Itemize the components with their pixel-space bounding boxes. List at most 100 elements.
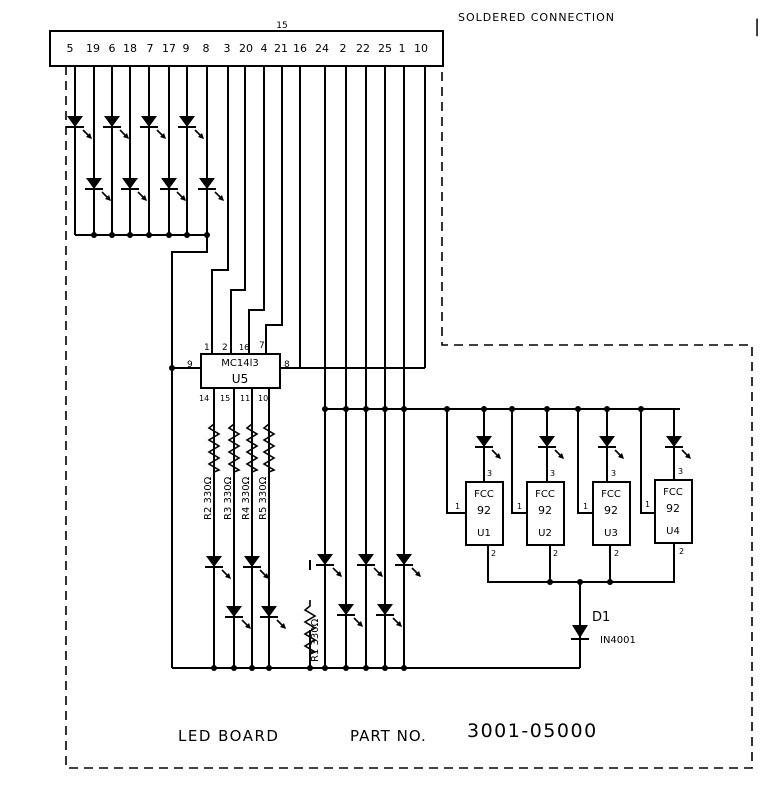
ic-u5-pin-right: 8: [284, 360, 290, 370]
led-icon: [664, 435, 692, 460]
led-icon: [356, 553, 384, 578]
fcc-u2-line1: FCC: [535, 489, 555, 500]
fcc-u4-pin-left: 1: [645, 500, 650, 509]
connector-pin-label: 4: [261, 42, 268, 55]
led-icon: [259, 605, 287, 630]
led-icon: [65, 115, 93, 140]
board-outline: [65, 66, 753, 769]
led-icon: [242, 555, 270, 580]
connector-pin-label: 10: [414, 42, 428, 55]
ic-u5-pin-bottom: 10: [258, 394, 268, 403]
fcc-u4-line2: 92: [666, 502, 680, 515]
resistor-r2-label: R2 330Ω: [203, 476, 214, 520]
fcc-u3-pin-left: 1: [583, 502, 588, 511]
connector-pin-label: 16: [293, 42, 307, 55]
diode-d1-ref: D1: [592, 610, 610, 625]
bottom-junctions: [211, 665, 407, 671]
connector-pin-label: 3: [224, 42, 231, 55]
led-icon: [204, 555, 232, 580]
fcc-u1-line2: 92: [477, 504, 491, 517]
ic-u5: MC14l3 U5 1 2 16 7 9 8 14 15 11 10: [187, 341, 290, 403]
fcc-u3-pin-bottom: 2: [614, 549, 619, 558]
fcc-u2-line2: 92: [538, 504, 552, 517]
connector-pin-label: 20: [239, 42, 253, 55]
fcc-chip-u2: FCC 92 U2 3 1 2: [517, 469, 565, 558]
ic-u5-pin-bottom: 14: [199, 394, 209, 403]
connector-pin-label: 18: [123, 42, 137, 55]
ic-u5-body: [200, 353, 281, 389]
connector-top-label: 15: [276, 21, 287, 31]
board-title: LED BOARD: [178, 727, 279, 745]
ic-u5-pin-top: 2: [222, 343, 228, 353]
resistor-r3-label: R3 330Ω: [223, 476, 234, 520]
fcc-u3-line1: FCC: [601, 489, 621, 500]
ic-u5-ref: U5: [232, 372, 248, 386]
led-icon: [537, 435, 565, 460]
led-icon: [597, 435, 625, 460]
fcc-chip-u4: FCC 92 U4 3 1 2: [645, 467, 693, 556]
fcc-leds: [474, 435, 692, 460]
ic-u5-part: MC14l3: [221, 358, 258, 369]
led-icon: [84, 177, 112, 202]
fcc-u1-pin-top: 3: [487, 469, 492, 478]
fcc-u2-pin-top: 3: [550, 469, 555, 478]
connector-pin-label: 19: [86, 42, 100, 55]
connector-pin-label: 17: [162, 42, 176, 55]
diode-d1-part: IN4001: [600, 635, 636, 646]
edge-connector: [49, 30, 444, 67]
connector-pin-label: 22: [356, 42, 370, 55]
connector-pin-label: 21: [274, 42, 288, 55]
fcc-u1-ref: U1: [477, 528, 491, 539]
fcc-u4-ref: U4: [666, 526, 680, 537]
ic-u5-pin-left: 9: [187, 360, 193, 370]
ic-u5-pin-top: 16: [239, 343, 249, 352]
connector-pin-label: 1: [399, 42, 406, 55]
fcc-u4-pin-bottom: 2: [679, 547, 684, 556]
edge-marker: |: [754, 16, 760, 37]
fcc-u1-pin-bottom: 2: [491, 549, 496, 558]
led-icon: [120, 177, 148, 202]
led-icon: [474, 435, 502, 460]
connector-pin-label: 7: [147, 42, 154, 55]
top-led-group: [65, 115, 225, 202]
fcc-u4-line1: FCC: [663, 487, 683, 498]
ic-u5-pin-bottom: 15: [220, 394, 230, 403]
top-junctions: [91, 232, 210, 238]
led-icon: [177, 115, 205, 140]
fcc-u1-line1: FCC: [474, 489, 494, 500]
connector-pin-label: 9: [183, 42, 190, 55]
ic-u5-pin-top: 1: [204, 343, 210, 353]
fcc-u3-line2: 92: [604, 504, 618, 517]
connector-pin-label: 5: [67, 42, 74, 55]
resistor-r1-label: R1 330Ω: [310, 618, 321, 662]
fcc-chip-u1: FCC 92 U1 3 1 2: [455, 469, 504, 558]
resistor-r5-label: R5 330Ω: [258, 476, 269, 520]
fcc-u3-ref: U3: [604, 528, 618, 539]
fcc-u1-pin-left: 1: [455, 502, 460, 511]
led-icon: [197, 177, 225, 202]
connector-pin-label: 8: [203, 42, 210, 55]
connector-pin-label: 25: [378, 42, 392, 55]
led-icon: [336, 603, 364, 628]
connector-pin-labels: 5 19 6 18 7 17 9 8 3 20 4 21 16 24 2 22 25 1 10: [67, 42, 429, 55]
fcc-u2-pin-bottom: 2: [553, 549, 558, 558]
fcc-u2-pin-left: 1: [517, 502, 522, 511]
resistor-r4-label: R4 330Ω: [241, 476, 252, 520]
resistor-chain: [208, 388, 316, 668]
ic-u5-pin-bottom: 11: [240, 394, 250, 403]
fcc-u3-pin-top: 3: [611, 469, 616, 478]
led-icon: [139, 115, 167, 140]
soldered-connection-note: SOLDERED CONNECTION: [458, 11, 615, 24]
part-number: 3001-05000: [467, 720, 598, 742]
led-icon: [394, 553, 422, 578]
led-icon: [159, 177, 187, 202]
part-label: PART NO.: [350, 727, 427, 745]
fcc-u2-ref: U2: [538, 528, 552, 539]
led-icon: [102, 115, 130, 140]
diode-d1: D1 IN4001: [571, 610, 636, 646]
ic-u5-pin-top: 7: [259, 341, 265, 351]
connector-pin-label: 2: [340, 42, 347, 55]
connector-pin-label: 24: [315, 42, 329, 55]
fcc-chip-u3: FCC 92 U3 3 1 2: [583, 469, 631, 558]
